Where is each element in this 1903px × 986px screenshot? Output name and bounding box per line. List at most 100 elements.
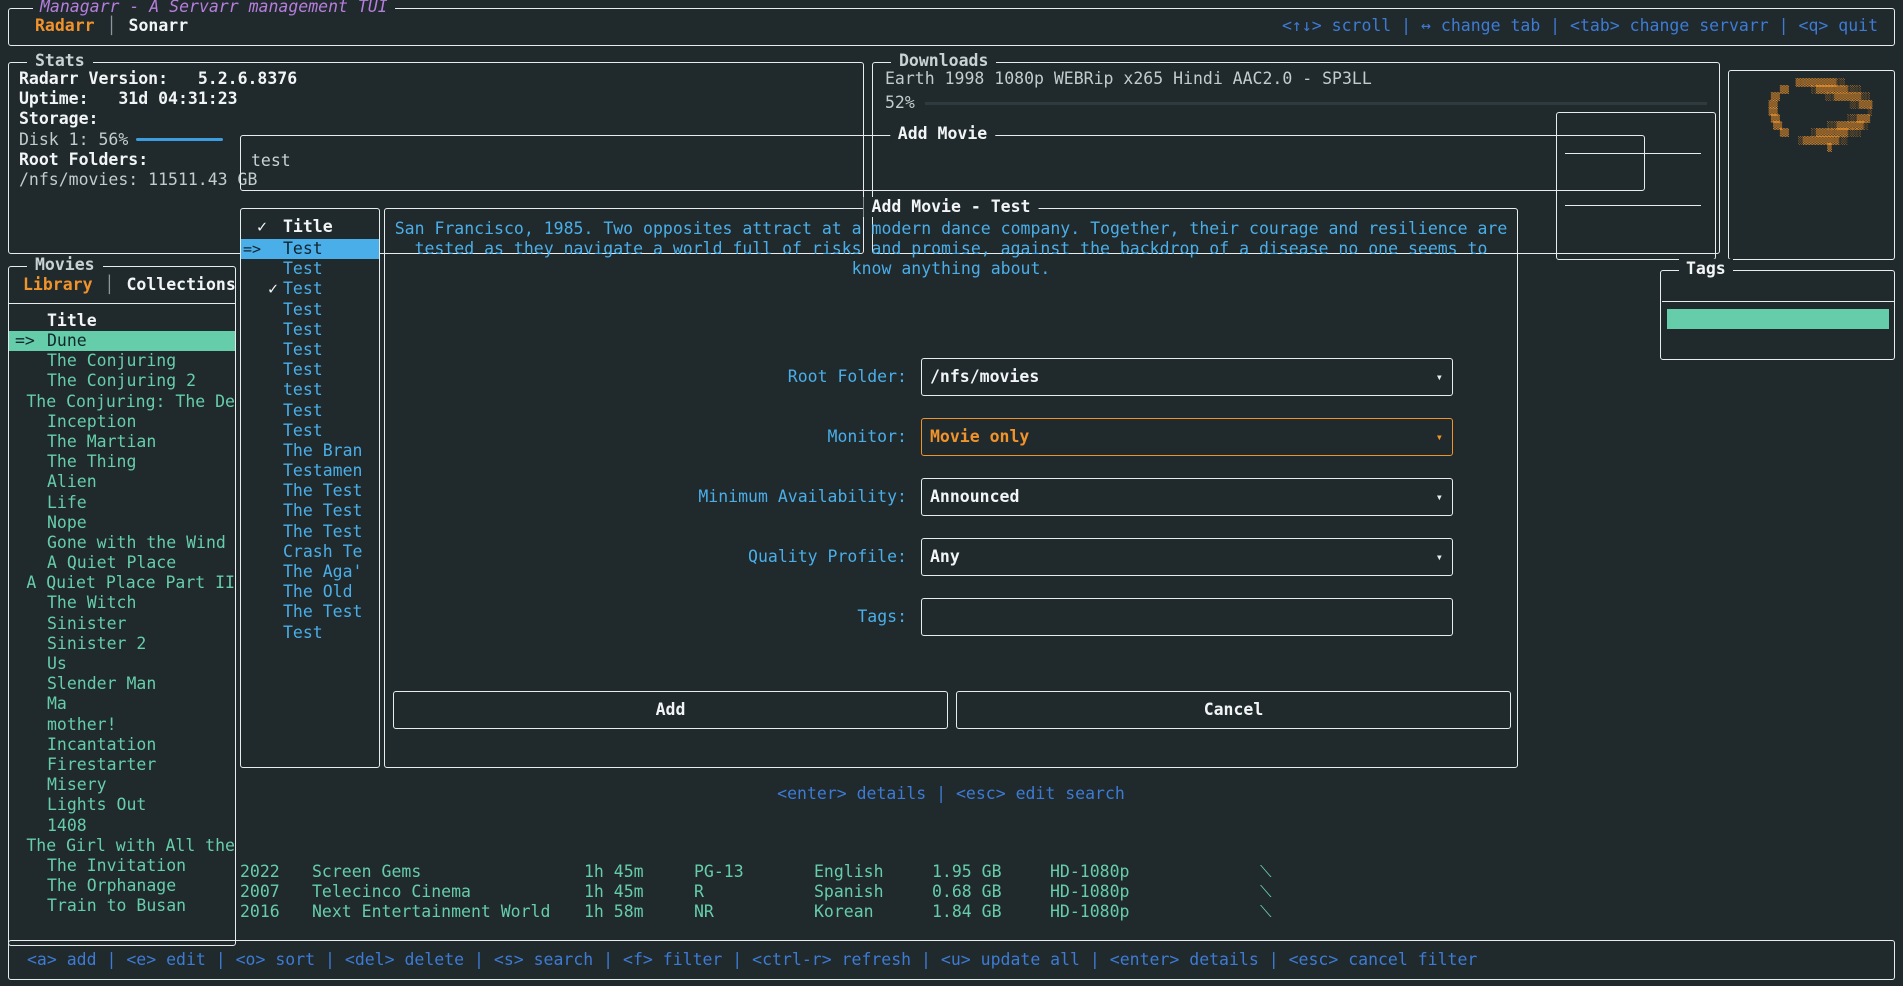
chevron-down-icon[interactable]: ▾ [1435, 489, 1443, 504]
movie-list-item[interactable]: The Witch [9, 593, 235, 613]
movie-list-item[interactable]: The Conjuring [9, 351, 235, 371]
search-result-item[interactable]: The Bran [241, 441, 379, 461]
search-result-item[interactable]: Test [241, 623, 379, 643]
movie-list-item[interactable]: Life [9, 493, 235, 513]
movie-list-item[interactable]: The Thing [9, 452, 235, 472]
movie-list-item[interactable]: Sinister [9, 614, 235, 634]
search-result-item[interactable]: Test [241, 360, 379, 380]
movie-list-item[interactable]: The Conjuring 2 [9, 371, 235, 391]
search-result-title: The Bran [283, 440, 363, 460]
movie-list-item[interactable]: mother! [9, 715, 235, 735]
movie-list-item[interactable]: Train to Busan [9, 896, 235, 916]
search-result-item[interactable]: The Old [241, 582, 379, 602]
movie-list-item[interactable]: The Orphanage [9, 876, 235, 896]
tags-selected-row[interactable] [1667, 309, 1889, 329]
movie-overview-text: San Francisco, 1985. Two opposites attra… [394, 219, 1508, 279]
search-result-item[interactable]: test [241, 380, 379, 400]
stats-panel: Stats Radarr Version: 5.2.6.8376 Uptime:… [8, 51, 864, 254]
tag-icon: ⟍ [1260, 882, 1272, 902]
movie-list-item[interactable]: The Conjuring: The De [9, 392, 235, 412]
tags-divider [1662, 301, 1895, 302]
movie-list-item[interactable]: Nope [9, 513, 235, 533]
movie-title: Alien [47, 472, 97, 492]
form-field-minimumavailability[interactable]: Announced ▾ [921, 478, 1453, 516]
search-results-list[interactable]: => Test Test ✓ Test Test Test Test Test test Test T… [241, 239, 379, 643]
movie-list-item[interactable]: Incantation [9, 735, 235, 755]
search-result-item[interactable]: Crash Te [241, 542, 379, 562]
search-result-item[interactable]: Test [241, 340, 379, 360]
movie-list-item[interactable]: Alien [9, 472, 235, 492]
search-result-item[interactable]: Testamen [241, 461, 379, 481]
search-result-item[interactable]: Test [241, 320, 379, 340]
movie-year: 2022 [240, 862, 280, 881]
movie-list-item[interactable]: Gone with the Wind [9, 533, 235, 553]
search-result-item[interactable]: Test [241, 300, 379, 320]
search-result-title: The Test [283, 602, 363, 622]
movies-list[interactable]: => Dune The Conjuring The Conjuring 2 The Co… [9, 331, 235, 916]
movie-list-item[interactable]: Ma [9, 694, 235, 714]
movie-title: Train to Busan [47, 896, 187, 916]
uptime-value: 31d 04:31:23 [118, 89, 238, 109]
chevron-down-icon[interactable]: ▾ [1435, 369, 1443, 384]
tab-sonarr[interactable]: Sonarr [128, 16, 189, 35]
search-result-item[interactable]: The Test [241, 602, 379, 622]
movie-list-item[interactable]: A Quiet Place [9, 553, 235, 573]
movie-title: The Witch [47, 593, 137, 613]
movie-title: Slender Man [47, 674, 157, 694]
tab-library[interactable]: Library [23, 275, 93, 294]
checkmark-icon[interactable]: ✓ [268, 279, 278, 299]
movie-list-item[interactable]: The Invitation [9, 856, 235, 876]
table-row[interactable]: 2016 Next Entertainment World 1h 58m NR Kore… [240, 902, 1650, 922]
movie-list-item[interactable]: The Martian [9, 432, 235, 452]
search-result-item[interactable]: The Aga' [241, 562, 379, 582]
form-field-rootfolder[interactable]: /nfs/movies ▾ [921, 358, 1453, 396]
movie-list-item[interactable]: Inception [9, 412, 235, 432]
form-row: Monitor: Movie only ▾ [385, 407, 1517, 467]
movie-list-item[interactable]: => Dune [9, 331, 235, 352]
form-field-tags[interactable] [921, 598, 1453, 636]
add-button[interactable]: Add [393, 691, 948, 729]
movie-year: 2007 [240, 882, 280, 902]
search-result-item[interactable]: Test [241, 421, 379, 441]
search-result-item[interactable]: => Test [241, 239, 379, 260]
search-result-item[interactable]: The Test [241, 501, 379, 521]
table-row[interactable]: 2007 Telecinco Cinema 1h 45m R Spanish 0.68 G… [240, 882, 1650, 902]
form-field-qualityprofile[interactable]: Any ▾ [921, 538, 1453, 576]
movie-title: The Conjuring: The De [26, 391, 235, 411]
search-results-panel: ✓ Title => Test Test ✓ Test Test Test Test Test t… [240, 208, 380, 768]
radarr-version-value: 5.2.6.8376 [197, 69, 298, 88]
tab-collections[interactable]: Collections [126, 275, 236, 294]
movie-list-item[interactable]: 1408 [9, 816, 235, 836]
movie-list-item[interactable]: Slender Man [9, 674, 235, 694]
movie-title: 1408 [47, 815, 87, 835]
add-movie-search-input[interactable]: test [251, 151, 291, 170]
search-result-item[interactable]: Test [241, 401, 379, 421]
movie-list-item[interactable]: The Girl with All the [9, 836, 235, 856]
search-result-title: The Old [283, 582, 353, 602]
movie-year: 2016 [240, 902, 280, 922]
add-movie-search-panel[interactable]: Add Movie test [240, 124, 1645, 191]
movie-title: Sinister 2 [47, 633, 147, 653]
movie-studio: Next Entertainment World [312, 902, 551, 922]
tab-radarr[interactable]: Radarr [35, 16, 95, 35]
movie-list-item[interactable]: Lights Out [9, 795, 235, 815]
search-result-item[interactable]: ✓ Test [241, 279, 379, 299]
form-row: Quality Profile: Any ▾ [385, 527, 1517, 587]
search-result-item[interactable]: The Test [241, 522, 379, 542]
form-field-monitor[interactable]: Movie only ▾ [921, 418, 1453, 456]
movie-list-item[interactable]: Firestarter [9, 755, 235, 775]
movie-list-item[interactable]: Sinister 2 [9, 634, 235, 654]
search-result-item[interactable]: The Test [241, 481, 379, 501]
search-result-item[interactable]: Test [241, 259, 379, 279]
movie-list-item[interactable]: Misery [9, 775, 235, 795]
cancel-button[interactable]: Cancel [956, 691, 1511, 729]
movie-list-item[interactable]: Us [9, 654, 235, 674]
movie-title: Life [47, 492, 87, 512]
movie-language: Spanish [814, 882, 884, 902]
movie-list-item[interactable]: A Quiet Place Part II [9, 573, 235, 593]
root-folder-entry: /nfs/movies: 11511.43 GB [19, 169, 258, 189]
chevron-down-icon[interactable]: ▾ [1435, 549, 1443, 564]
chevron-down-icon[interactable]: ▾ [1435, 429, 1443, 444]
table-row[interactable]: 2022 Screen Gems 1h 45m PG-13 English 1.95 GB… [240, 862, 1650, 882]
